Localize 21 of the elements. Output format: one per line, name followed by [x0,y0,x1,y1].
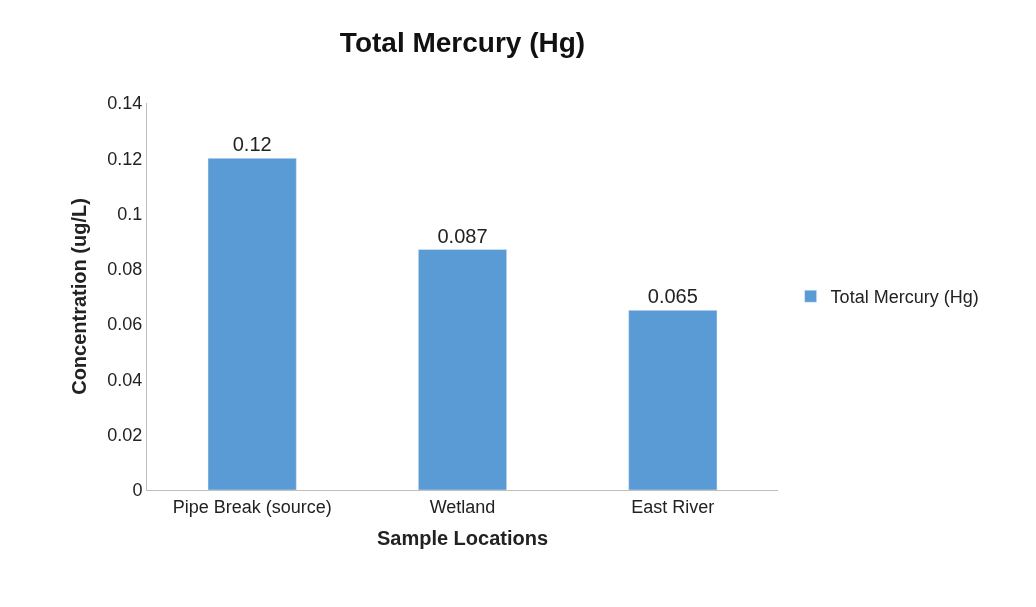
data-label: 0.12 [232,133,272,156]
bar [207,158,297,490]
y-tick-label: 0.1 [117,203,143,224]
data-label: 0.065 [647,285,698,308]
legend-label: Total Mercury (Hg) [830,287,979,308]
x-tick-label: Wetland [429,496,496,517]
x-tick-label: East River [631,496,715,517]
y-tick-label: 0.08 [107,259,143,280]
data-label: 0.087 [437,224,488,247]
y-axis-title: Concentration (ug/L) [67,198,90,395]
y-tick-label: 0 [132,480,143,501]
x-tick-label: Pipe Break (source) [172,496,332,517]
bar [418,249,507,490]
bar [628,310,718,490]
y-tick-label: 0.06 [107,314,143,335]
y-tick-label: 0.14 [107,93,143,114]
y-tick-label: 0.12 [107,148,143,169]
y-tick-label: 0.02 [107,425,143,446]
chart-title: Total Mercury (Hg) [339,27,586,59]
x-axis-title: Sample Locations [376,527,549,550]
y-tick-label: 0.04 [107,369,143,390]
